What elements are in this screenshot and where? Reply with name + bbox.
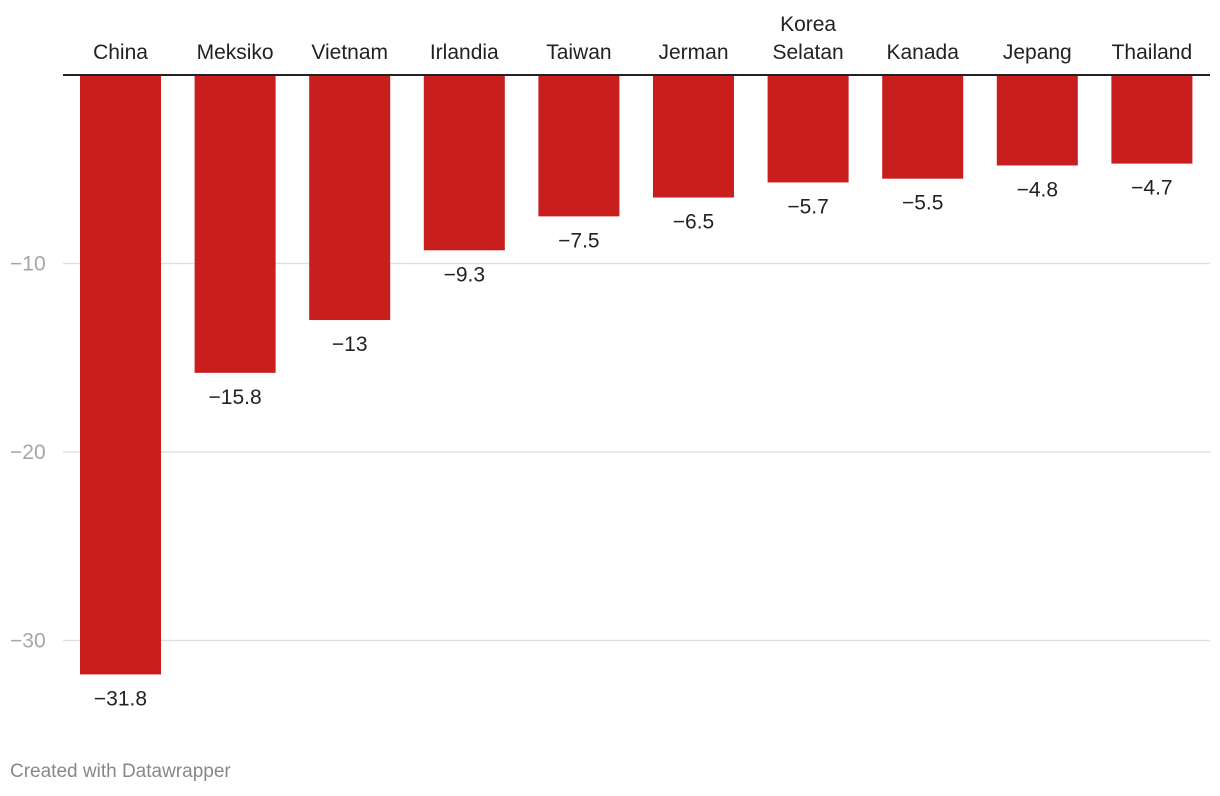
category-label-line: Selatan bbox=[772, 41, 843, 64]
category-label-line: Kanada bbox=[886, 41, 959, 64]
data-label: −4.7 bbox=[1131, 177, 1172, 200]
y-tick-label: −10 bbox=[10, 253, 46, 276]
footer-credit[interactable]: Created with Datawrapper bbox=[10, 761, 231, 782]
bar bbox=[80, 75, 161, 675]
category-label-line: Jepang bbox=[1003, 41, 1072, 64]
bar bbox=[767, 75, 849, 183]
category-label: Jepang bbox=[1003, 41, 1072, 64]
data-label: −13 bbox=[332, 333, 368, 356]
category-label-line: Thailand bbox=[1112, 41, 1193, 64]
y-tick-label: −20 bbox=[10, 441, 46, 464]
category-label: Jerman bbox=[658, 41, 728, 64]
data-label: −5.5 bbox=[902, 192, 943, 215]
data-label: −5.7 bbox=[787, 195, 828, 218]
bar bbox=[1111, 75, 1193, 164]
data-label: −31.8 bbox=[94, 687, 147, 710]
bar bbox=[423, 75, 505, 251]
category-label: China bbox=[93, 41, 148, 64]
data-label: −6.5 bbox=[673, 211, 714, 234]
data-label: −15.8 bbox=[209, 386, 262, 409]
category-label-line: Meksiko bbox=[197, 41, 274, 64]
data-label: −7.5 bbox=[558, 229, 599, 252]
category-label-line: Irlandia bbox=[430, 41, 499, 64]
category-label-line: China bbox=[93, 41, 148, 64]
bar bbox=[194, 75, 276, 373]
category-label: Vietnam bbox=[311, 41, 388, 64]
data-label: −4.8 bbox=[1017, 178, 1058, 201]
category-label-line: Vietnam bbox=[311, 41, 388, 64]
bar bbox=[538, 75, 620, 217]
category-label: Thailand bbox=[1112, 41, 1193, 64]
category-label: Kanada bbox=[886, 41, 959, 64]
bar bbox=[309, 75, 391, 321]
category-label-line: Jerman bbox=[658, 41, 728, 64]
y-tick-label: −30 bbox=[10, 630, 46, 653]
category-label-line: Taiwan bbox=[546, 41, 611, 64]
category-label: Irlandia bbox=[430, 41, 499, 64]
bar bbox=[996, 75, 1078, 166]
category-label: Taiwan bbox=[546, 41, 611, 64]
category-label: Korea Selatan bbox=[772, 13, 843, 64]
category-label-line: Korea bbox=[780, 13, 836, 36]
bar bbox=[653, 75, 734, 198]
data-label: −9.3 bbox=[444, 263, 485, 286]
category-label: Meksiko bbox=[197, 41, 274, 64]
bar bbox=[882, 75, 964, 179]
